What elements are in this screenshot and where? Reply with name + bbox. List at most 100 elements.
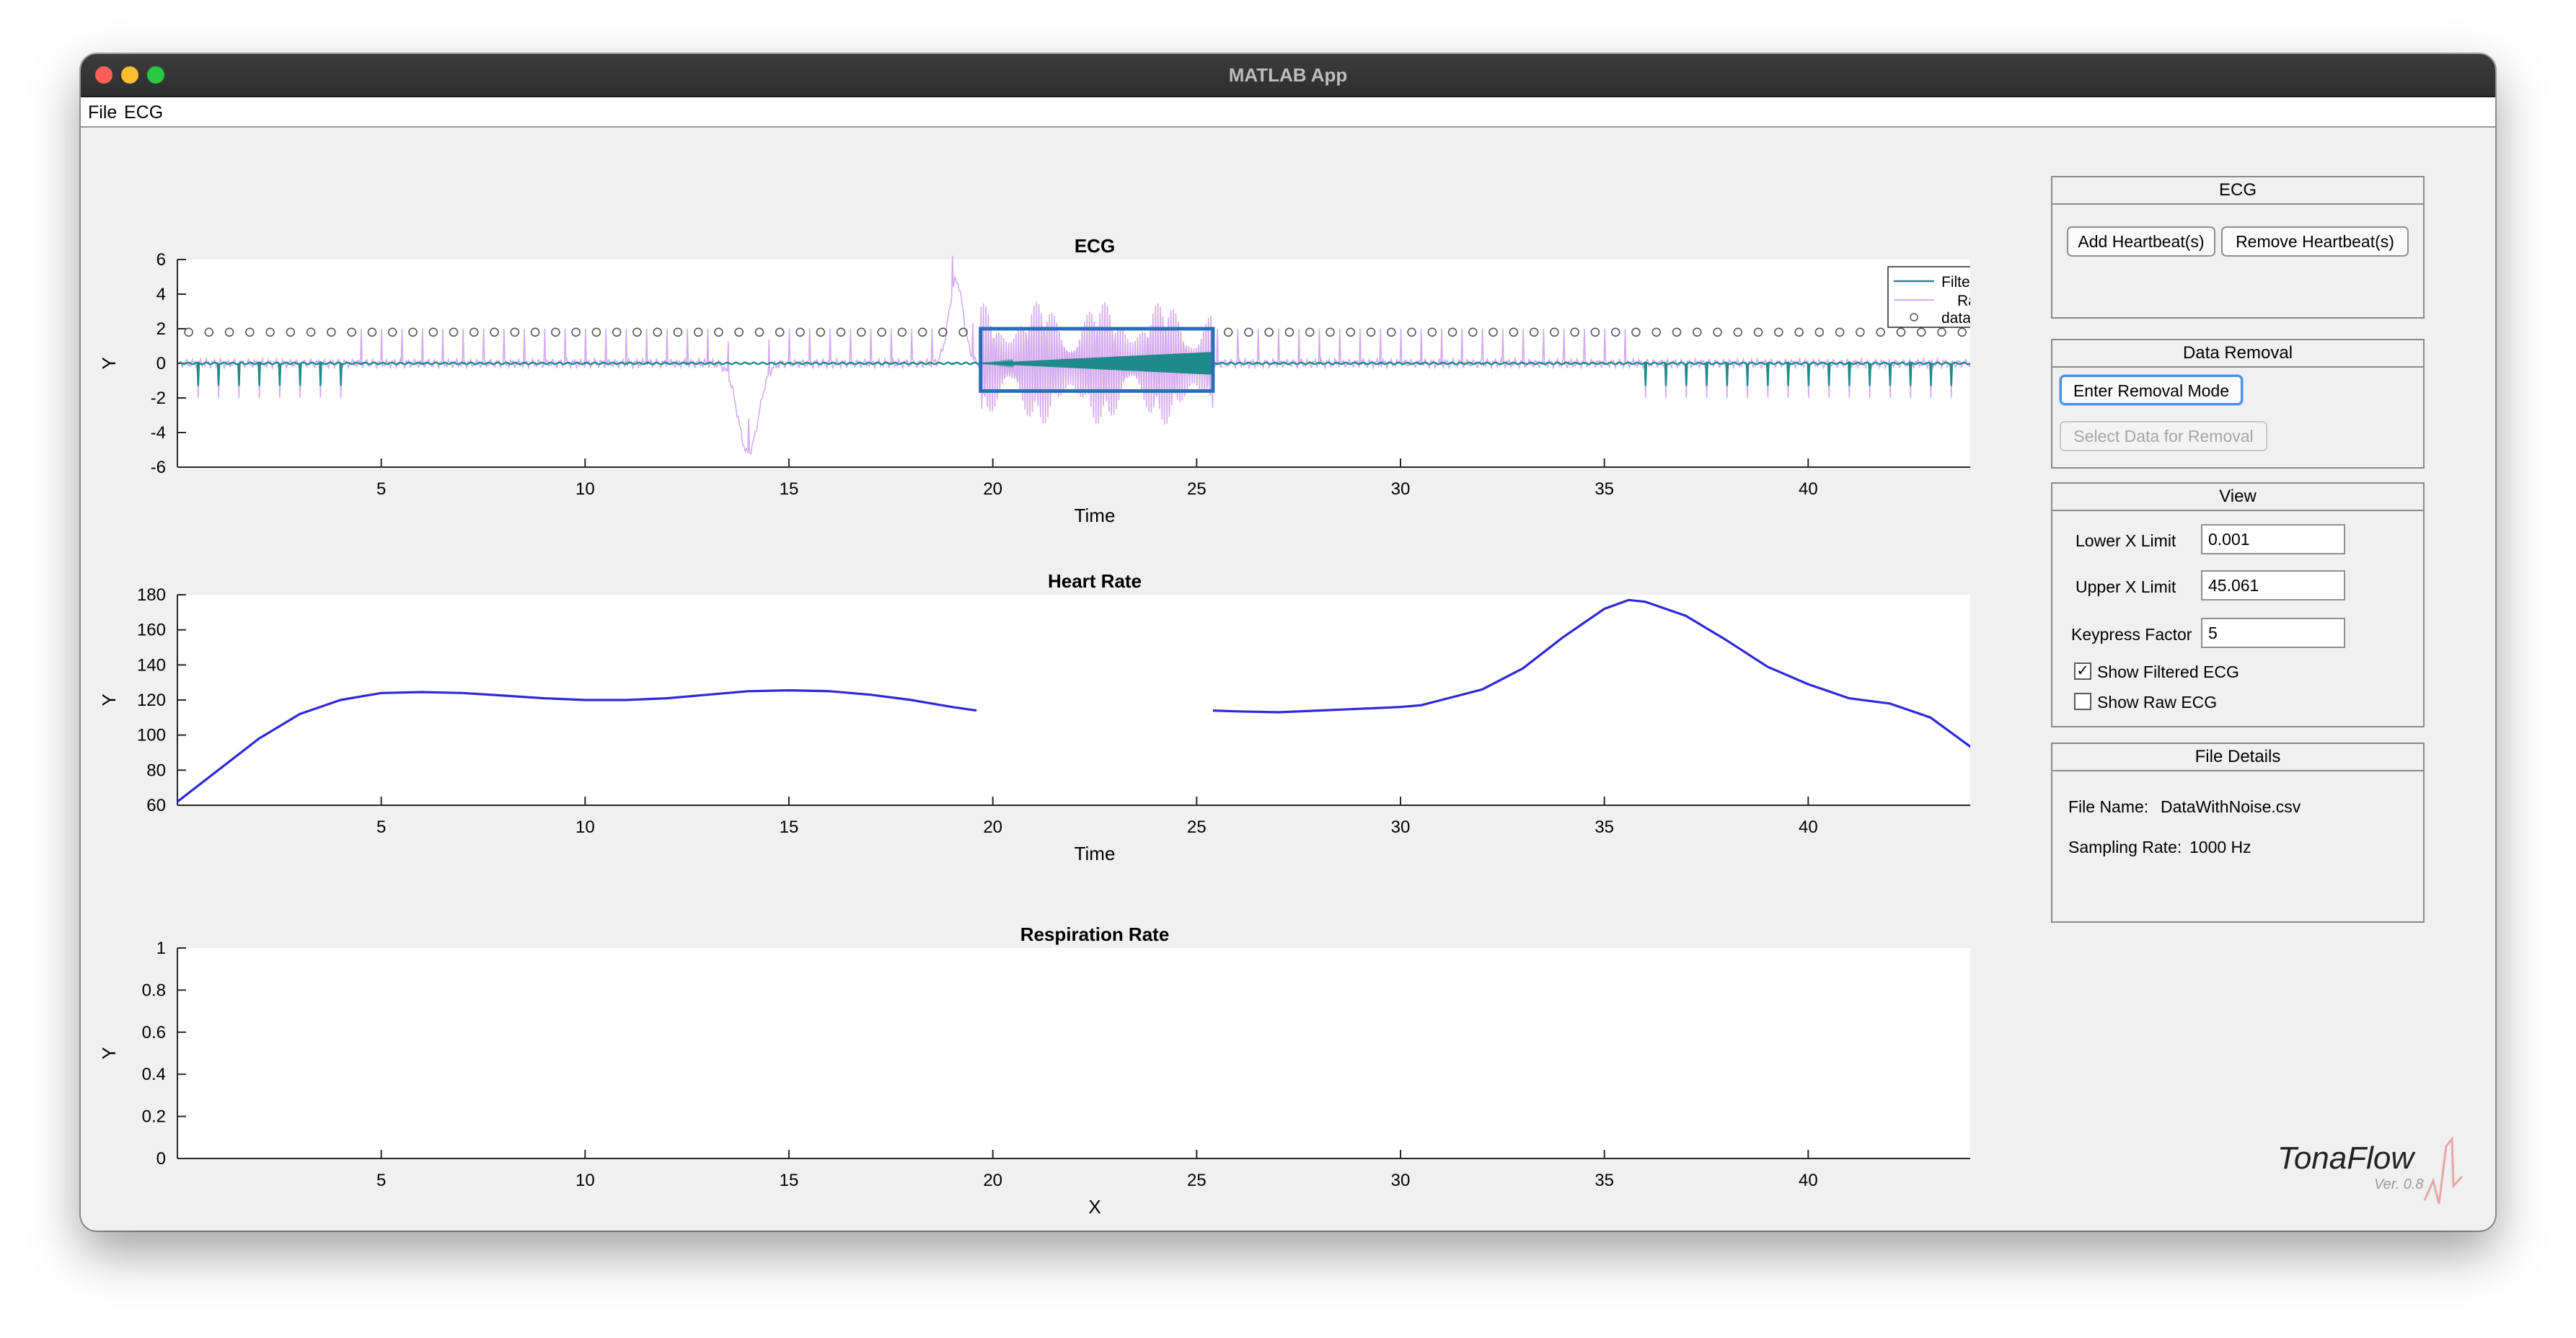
ecg-heartbeat-marker[interactable] [1529,327,1539,337]
show-filtered-ecg-checkbox[interactable]: ✓ [2074,663,2091,680]
ecg-heartbeat-marker[interactable] [1610,327,1620,337]
ecg-heartbeat-marker[interactable] [857,327,866,337]
minimize-window-button[interactable] [121,66,138,84]
ecg-heartbeat-marker[interactable] [1223,327,1233,337]
ecg-heartbeat-marker[interactable] [1427,327,1437,337]
ecg-heartbeat-marker[interactable] [510,327,520,337]
ecg-heartbeat-marker[interactable] [1468,327,1478,337]
ecg-heartbeat-marker[interactable] [591,327,601,337]
ecg-heartbeat-marker[interactable] [306,327,316,337]
add-heartbeat-button[interactable]: Add Heartbeat(s) [2067,226,2215,257]
maximize-window-button[interactable] [147,66,164,84]
ecg-heartbeat-marker[interactable] [1509,327,1519,337]
respiration-rate-chart[interactable]: 10.80.60.40.2051015202530354045Respirati… [98,923,1970,1218]
ecg-heartbeat-marker[interactable] [754,327,764,337]
ecg-heartbeat-marker[interactable] [286,327,296,337]
ecg-heartbeat-marker[interactable] [1733,327,1743,337]
ecg-heartbeat-marker[interactable] [1366,327,1376,337]
ecg-heartbeat-marker[interactable] [1244,327,1253,337]
rr-plot-area[interactable] [177,948,1970,1158]
menu-ecg[interactable]: ECG [124,102,164,123]
ecg-heartbeat-marker[interactable] [1916,327,1926,337]
ecg-heartbeat-marker[interactable] [673,327,683,337]
ecg-heartbeat-marker[interactable] [1447,327,1457,337]
ecg-heartbeat-marker[interactable] [327,327,336,337]
ecg-filtered-series-line [179,352,1970,386]
show-raw-ecg-checkbox[interactable] [2074,693,2091,710]
ecg-heartbeat-marker[interactable] [1774,327,1783,337]
ecg-heartbeat-marker[interactable] [204,327,214,337]
ecg-heartbeat-marker[interactable] [408,327,418,337]
ecg-heartbeat-marker[interactable] [1957,327,1967,337]
ecg-heartbeat-marker[interactable] [1692,327,1702,337]
ecg-heartbeat-marker[interactable] [428,327,438,337]
heart-rate-chart[interactable]: 180160140120100806051015202530354045Hear… [98,570,1970,864]
ecg-heartbeat-marker[interactable] [1386,327,1396,337]
ecg-heartbeat-marker[interactable] [184,327,193,337]
ecg-heartbeat-marker[interactable] [347,327,356,337]
enter-removal-mode-button[interactable]: Enter Removal Mode [2060,375,2243,405]
ecg-heartbeat-marker[interactable] [1305,327,1315,337]
ecg-heartbeat-marker[interactable] [1264,327,1274,337]
ecg-heartbeat-marker[interactable] [265,327,275,337]
keypress-factor-input[interactable]: 5 [2201,618,2345,648]
ecg-heartbeat-marker[interactable] [245,327,255,337]
ecg-heartbeat-marker[interactable] [653,327,662,337]
ecg-heartbeat-marker[interactable] [571,327,581,337]
ecg-heartbeat-marker[interactable] [612,327,622,337]
ecg-heartbeat-marker[interactable] [367,327,377,337]
ecg-heartbeat-marker[interactable] [775,327,785,337]
ecg-heartbeat-marker[interactable] [387,327,397,337]
ecg-heartbeat-marker[interactable] [714,327,723,337]
ecg-heartbeat-marker[interactable] [1284,327,1294,337]
select-data-for-removal-button[interactable]: Select Data for Removal [2060,421,2267,451]
ecg-x-tick-label: 35 [1594,479,1614,499]
ecg-heartbeat-marker[interactable] [1814,327,1825,337]
rr-x-tick-label: 5 [376,1171,386,1190]
ecg-heartbeat-marker[interactable] [734,327,744,337]
ecg-heartbeat-marker[interactable] [632,327,642,337]
ecg-heartbeat-marker[interactable] [877,327,886,337]
ecg-chart[interactable]: 6420-2-4-651015202530354045ECGTimeYFilte… [98,235,1970,526]
ecg-heartbeat-marker[interactable] [1550,327,1559,337]
ecg-heartbeat-marker[interactable] [224,327,234,337]
ecg-heartbeat-marker[interactable] [1407,327,1416,337]
ecg-heartbeat-marker[interactable] [1713,327,1722,337]
ecg-heartbeat-marker[interactable] [1326,327,1335,337]
ecg-heartbeat-marker[interactable] [1856,327,1865,337]
ecg-heartbeat-marker[interactable] [795,327,805,337]
ecg-y-tick-label: -4 [151,423,166,443]
ecg-heartbeat-marker[interactable] [1651,327,1662,337]
ecg-heartbeat-marker[interactable] [1876,327,1885,337]
lower-x-limit-input[interactable]: 0.001 [2201,524,2345,554]
ecg-heartbeat-marker[interactable] [917,327,927,337]
ecg-heartbeat-marker[interactable] [958,327,968,337]
ecg-heartbeat-marker[interactable] [449,327,459,337]
ecg-heartbeat-marker[interactable] [1937,327,1946,337]
ecg-heartbeat-marker[interactable] [1631,327,1641,337]
ecg-heartbeat-marker[interactable] [1590,327,1600,337]
menu-file[interactable]: File [88,102,118,123]
ecg-heartbeat-marker[interactable] [836,327,846,337]
ecg-heartbeat-marker[interactable] [490,327,499,337]
ecg-heartbeat-marker[interactable] [469,327,479,337]
ecg-heartbeat-marker[interactable] [1672,327,1682,337]
ecg-heartbeat-marker[interactable] [551,327,560,337]
ecg-heartbeat-marker[interactable] [530,327,540,337]
hr-plot-area[interactable] [177,595,1970,805]
remove-heartbeat-button[interactable]: Remove Heartbeat(s) [2221,226,2409,257]
ecg-heartbeat-marker[interactable] [938,327,948,337]
ecg-heartbeat-marker[interactable] [1488,327,1498,337]
ecg-heartbeat-marker[interactable] [1896,327,1906,337]
close-window-button[interactable] [95,66,113,84]
ecg-heartbeat-marker[interactable] [897,327,907,337]
ecg-heartbeat-marker[interactable] [1835,327,1845,337]
ecg-selection-box[interactable] [979,327,1215,393]
ecg-heartbeat-marker[interactable] [1794,327,1804,337]
ecg-heartbeat-marker[interactable] [816,327,826,337]
ecg-heartbeat-marker[interactable] [1570,327,1579,337]
ecg-heartbeat-marker[interactable] [1346,327,1356,337]
ecg-heartbeat-marker[interactable] [693,327,703,337]
ecg-heartbeat-marker[interactable] [1753,327,1763,337]
upper-x-limit-input[interactable]: 45.061 [2201,570,2345,601]
